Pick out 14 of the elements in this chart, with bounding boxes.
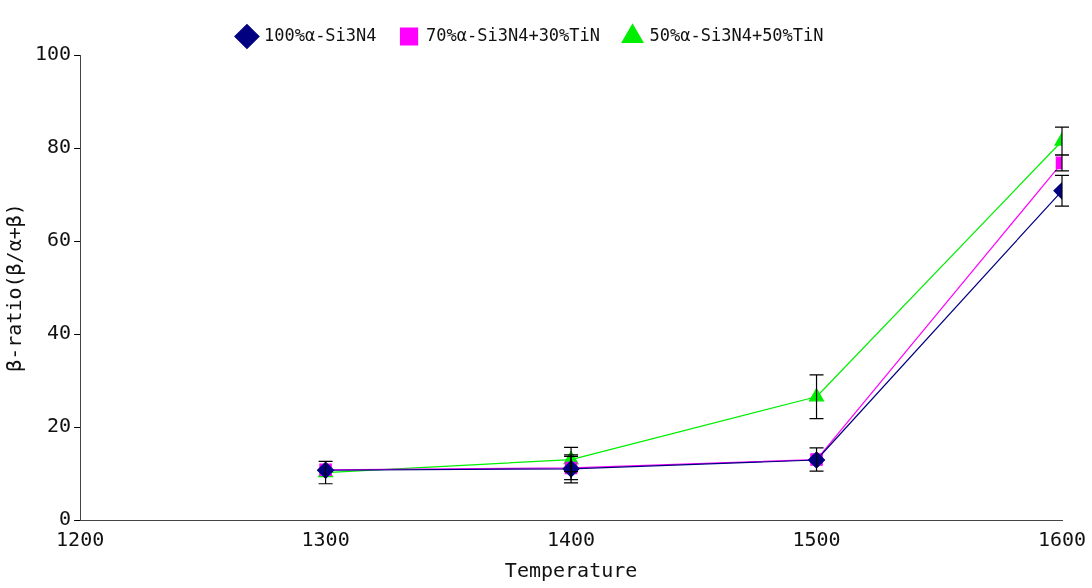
legend-label: 70%α-Si3N4+30%TiN: [426, 24, 601, 45]
y-tick-label: 100: [35, 41, 72, 66]
y-tick-label: 20: [47, 413, 72, 438]
x-tick-label: 1300: [301, 527, 350, 552]
x-tick-label: 1400: [546, 527, 596, 552]
y-tick-label: 40: [47, 320, 72, 345]
legend-label: 100%α-Si3N4: [263, 24, 377, 45]
y-tick-label: 80: [47, 134, 72, 159]
x-tick-label: 1600: [1037, 527, 1087, 552]
y-tick-label: 60: [47, 227, 72, 252]
x-tick-label: 1500: [792, 527, 841, 552]
legend-label: 50%α-Si3N4+50%TiN: [649, 24, 824, 45]
y-axis-title: β-ratio(β/α+β): [2, 203, 27, 372]
x-axis-title: Temperature: [504, 558, 638, 583]
